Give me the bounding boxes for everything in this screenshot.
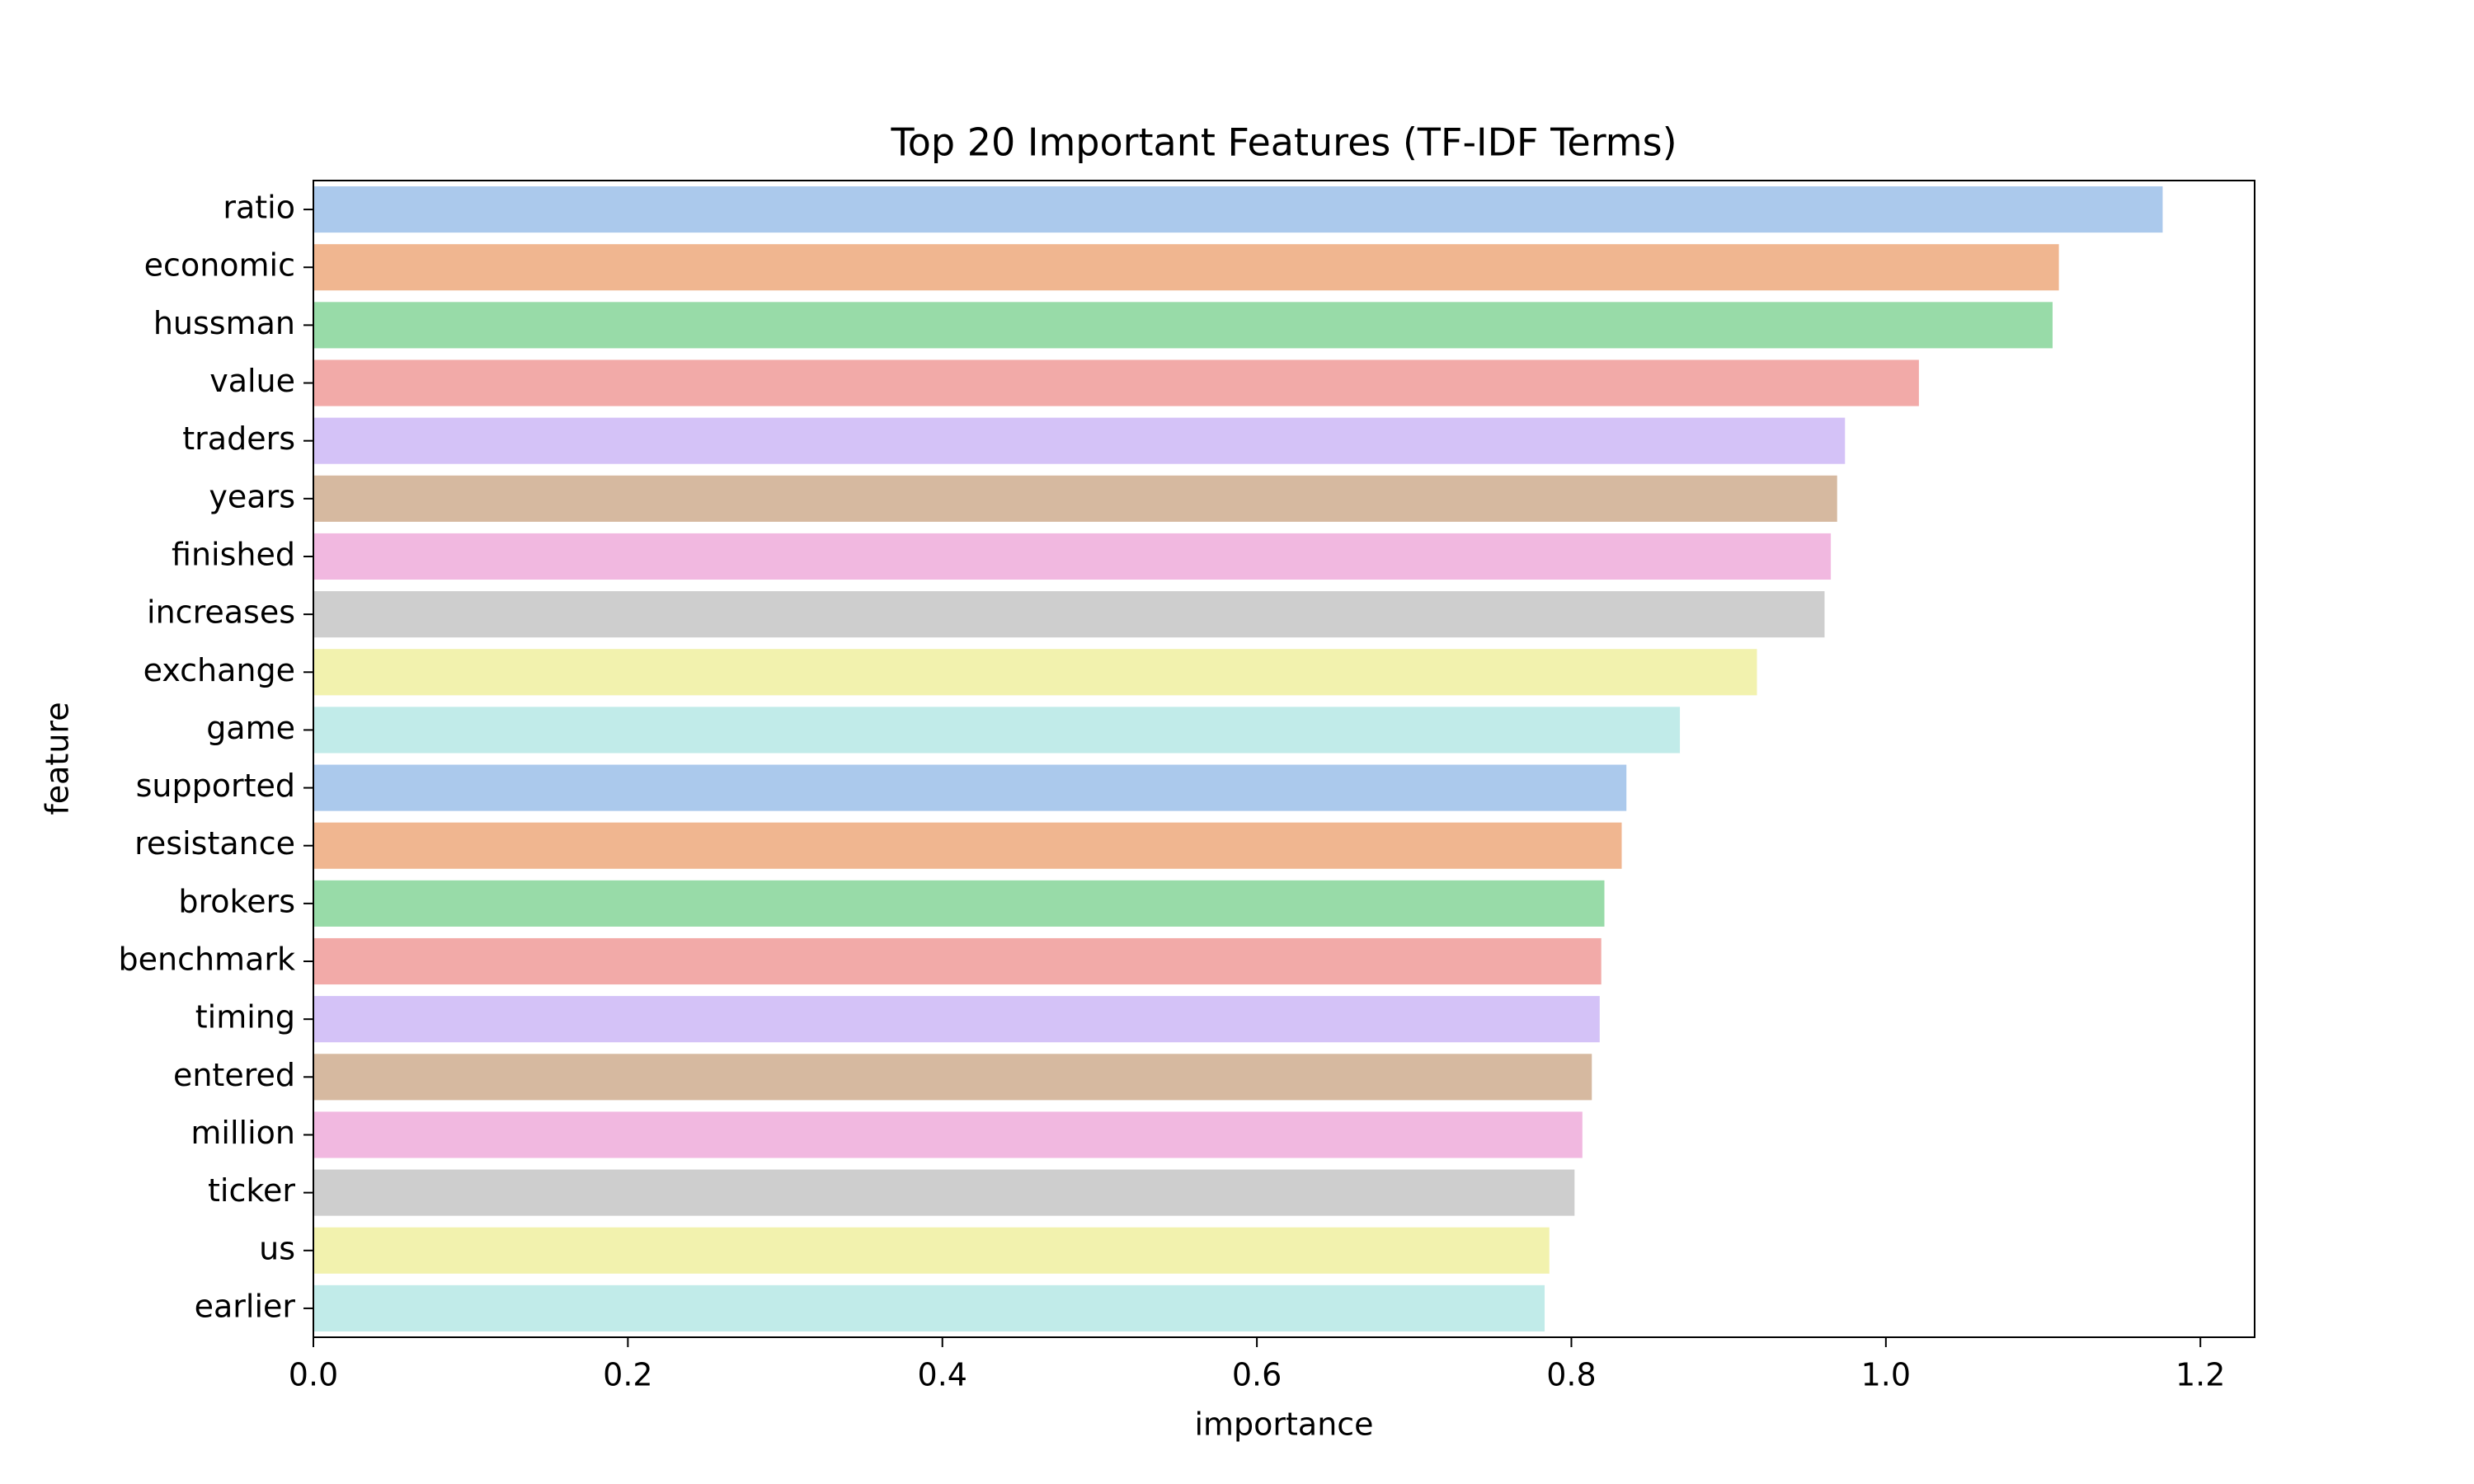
bar <box>313 591 1825 638</box>
y-tick-label: million <box>190 1115 295 1151</box>
y-tick-label: hussman <box>153 305 295 341</box>
bar <box>313 880 1605 927</box>
x-tick-label: 1.0 <box>1861 1357 1911 1393</box>
y-tick-label: value <box>209 363 295 399</box>
y-tick-label: us <box>259 1230 295 1266</box>
y-tick-label: ticker <box>208 1172 295 1209</box>
bar <box>313 996 1600 1043</box>
y-axis-label: feature <box>40 702 76 815</box>
y-tick-label: years <box>209 478 295 514</box>
y-tick-label: brokers <box>178 883 295 919</box>
bar <box>313 475 1837 522</box>
x-axis-label: importance <box>1194 1407 1373 1443</box>
bar <box>313 417 1846 464</box>
x-tick-label: 0.6 <box>1232 1357 1282 1393</box>
plot-frame <box>313 180 2255 1338</box>
y-tick-label: increases <box>147 594 295 631</box>
bar <box>313 359 1919 406</box>
y-tick-label: earlier <box>195 1288 296 1324</box>
y-tick-label: resistance <box>134 825 295 862</box>
x-tick-label: 1.2 <box>2175 1357 2225 1393</box>
y-tick-label: economic <box>144 247 295 284</box>
chart-title: Top 20 Important Features (TF-IDF Terms) <box>890 120 1677 165</box>
y-tick-label: entered <box>173 1057 295 1093</box>
bar <box>313 1284 1545 1331</box>
y-tick-label: exchange <box>143 652 295 688</box>
bar <box>313 1169 1575 1216</box>
x-tick-label: 0.4 <box>918 1357 967 1393</box>
y-tick-label: game <box>206 710 295 746</box>
y-tick-label: benchmark <box>119 942 296 978</box>
bar <box>313 1111 1583 1158</box>
bar <box>313 707 1681 754</box>
bar <box>313 1054 1592 1101</box>
x-tick-label: 0.8 <box>1546 1357 1596 1393</box>
x-tick-label: 0.0 <box>289 1357 338 1393</box>
bar <box>313 244 2059 291</box>
bar <box>313 937 1602 985</box>
y-tick-label: finished <box>172 536 295 572</box>
x-tick-label: 0.2 <box>603 1357 652 1393</box>
y-tick-label: supported <box>136 768 295 804</box>
y-tick-label: ratio <box>223 190 295 226</box>
bar <box>313 186 2163 233</box>
bar <box>313 649 1757 696</box>
bar <box>313 822 1622 869</box>
bar <box>313 302 2053 349</box>
y-tick-label: traders <box>182 420 295 457</box>
bar <box>313 1227 1550 1274</box>
bar <box>313 533 1832 580</box>
bar <box>313 764 1627 811</box>
y-tick-label: timing <box>195 999 295 1036</box>
